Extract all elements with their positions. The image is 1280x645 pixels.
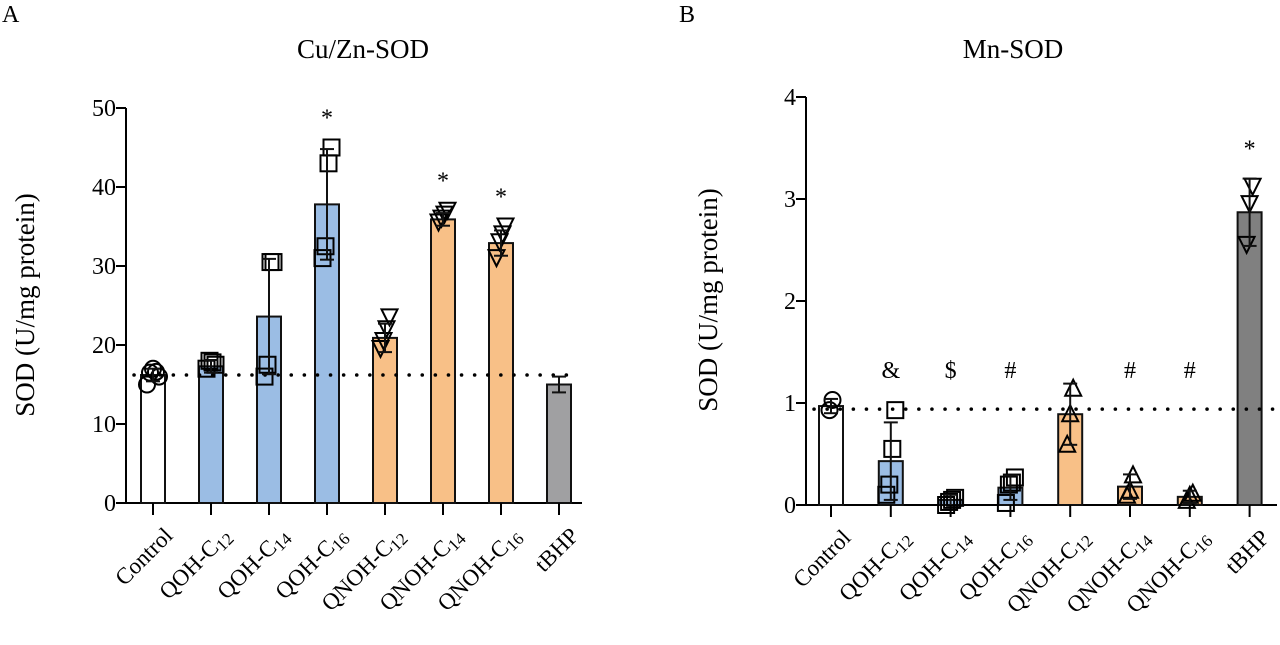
data-point — [258, 355, 277, 374]
y-tick-label: 1 — [784, 391, 796, 417]
y-axis-label: SOD (U/mg protein) — [10, 193, 40, 416]
data-point — [313, 249, 332, 268]
y-tick-label: 10 — [92, 412, 116, 438]
bar — [818, 405, 844, 506]
data-point — [319, 154, 338, 173]
bar-group — [1236, 211, 1263, 517]
y-axis-label: SOD (U/mg protein) — [693, 188, 723, 411]
data-point — [883, 439, 902, 458]
significance-marker: & — [881, 358, 900, 384]
y-tick-label: 30 — [92, 254, 116, 280]
bar — [372, 336, 398, 505]
significance-marker: * — [1244, 137, 1256, 163]
significance-marker: # — [1184, 358, 1196, 384]
x-tick-label: tBHP — [530, 523, 584, 577]
data-point — [322, 138, 341, 157]
chart-title: Mn-SOD — [963, 34, 1064, 64]
data-point — [1063, 377, 1083, 397]
data-point — [886, 401, 905, 420]
significance-marker: * — [321, 106, 333, 132]
bar — [140, 374, 166, 504]
bar-group — [372, 336, 398, 515]
bar — [488, 242, 514, 504]
bar — [546, 383, 572, 504]
significance-marker: # — [1004, 358, 1016, 384]
data-point — [316, 237, 335, 256]
bar-group — [546, 383, 572, 515]
data-point — [823, 390, 842, 409]
y-tick-label: 2 — [784, 289, 796, 315]
data-point — [379, 308, 400, 328]
panel-letter-a: A — [2, 2, 20, 28]
x-tick-label: QNOH-C16 — [433, 523, 528, 618]
data-point — [486, 249, 507, 269]
y-tick-label: 40 — [92, 175, 116, 201]
data-point — [147, 362, 165, 381]
y-tick-label: 4 — [784, 85, 796, 111]
data-point — [946, 488, 965, 507]
data-point — [943, 490, 962, 509]
bar — [1236, 211, 1263, 506]
chart-title: Cu/Zn-SOD — [297, 34, 429, 64]
panel-letter-b: B — [679, 2, 695, 28]
significance-marker: * — [495, 185, 507, 211]
x-tick-label: tBHP — [1220, 525, 1274, 579]
bar — [430, 218, 456, 504]
significance-marker: * — [437, 169, 449, 195]
significance-marker: # — [1124, 358, 1136, 384]
bar-group — [818, 405, 844, 517]
data-point — [1242, 177, 1263, 197]
bar-group — [488, 242, 514, 515]
bar-group — [430, 218, 456, 515]
y-tick-label: 3 — [784, 187, 796, 213]
data-point — [820, 401, 839, 420]
bar-group — [198, 365, 224, 515]
data-point — [264, 253, 283, 272]
data-point — [880, 475, 899, 494]
data-point — [1005, 468, 1024, 487]
data-point — [495, 217, 516, 237]
data-point — [877, 485, 896, 504]
y-tick-label: 0 — [104, 491, 116, 517]
significance-marker: $ — [945, 358, 957, 384]
chart-cu-zn-sod: Cu/Zn-SOD SOD (U/mg protein) 0 10 20 30 40 50… — [10, 34, 584, 618]
bar — [198, 365, 224, 504]
y-tick-label: 50 — [92, 96, 116, 122]
y-tick-label: 0 — [784, 493, 796, 519]
data-point — [203, 353, 222, 372]
y-tick-label: 20 — [92, 333, 116, 359]
bar-group — [140, 374, 166, 515]
data-point — [437, 201, 458, 221]
data-point — [255, 367, 274, 386]
data-point — [996, 493, 1015, 512]
